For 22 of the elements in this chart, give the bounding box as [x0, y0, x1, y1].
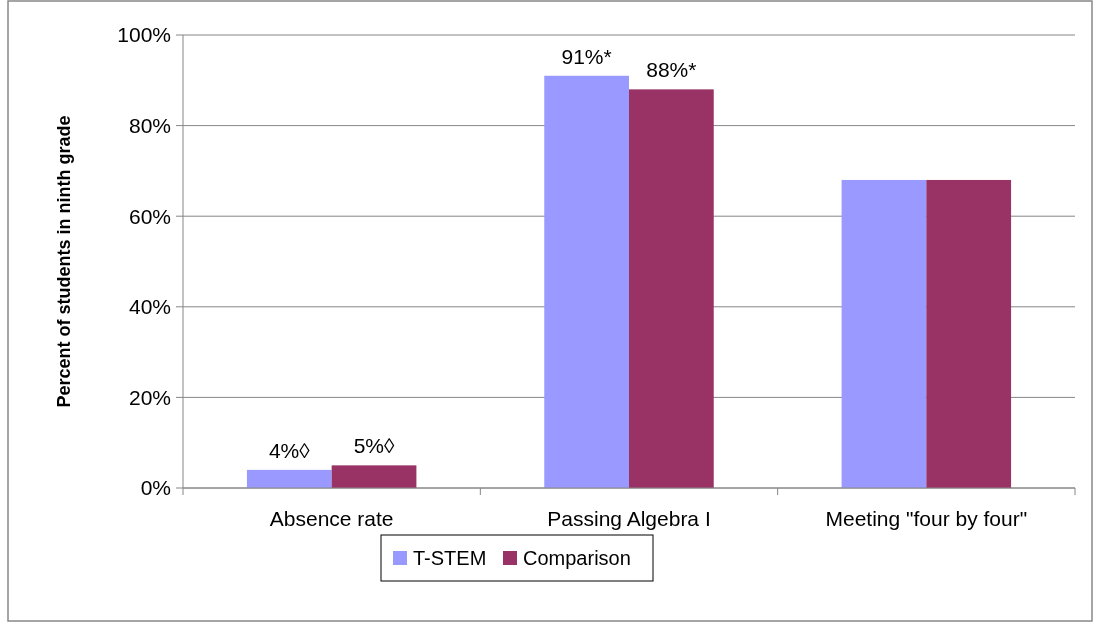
data-label: 88%*: [646, 58, 697, 82]
data-label: 91%*: [561, 44, 612, 68]
y-tick-label: 20%: [128, 385, 171, 409]
legend-label: T-STEM: [413, 547, 487, 569]
x-tick-label: Passing Algebra I: [547, 507, 711, 530]
data-label: 5%◊: [353, 434, 396, 458]
data-label: 4%◊: [268, 438, 311, 462]
x-tick-label: Meeting "four by four": [825, 507, 1028, 530]
bar: [926, 179, 1012, 488]
y-axis-title: Percent of students in ninth grade: [54, 115, 74, 408]
bar: [331, 465, 417, 488]
bar: [246, 469, 332, 488]
y-tick-label: 80%: [128, 113, 171, 137]
y-tick-label: 40%: [128, 295, 171, 319]
y-tick-label: 60%: [128, 204, 171, 228]
x-tick-label: Absence rate: [269, 507, 394, 530]
bar: [629, 89, 714, 488]
bar: [841, 179, 927, 488]
y-tick-label: 0%: [140, 476, 171, 500]
bar: [544, 75, 629, 488]
legend-label: Comparison: [523, 547, 631, 569]
y-tick-label: 100%: [117, 23, 171, 47]
